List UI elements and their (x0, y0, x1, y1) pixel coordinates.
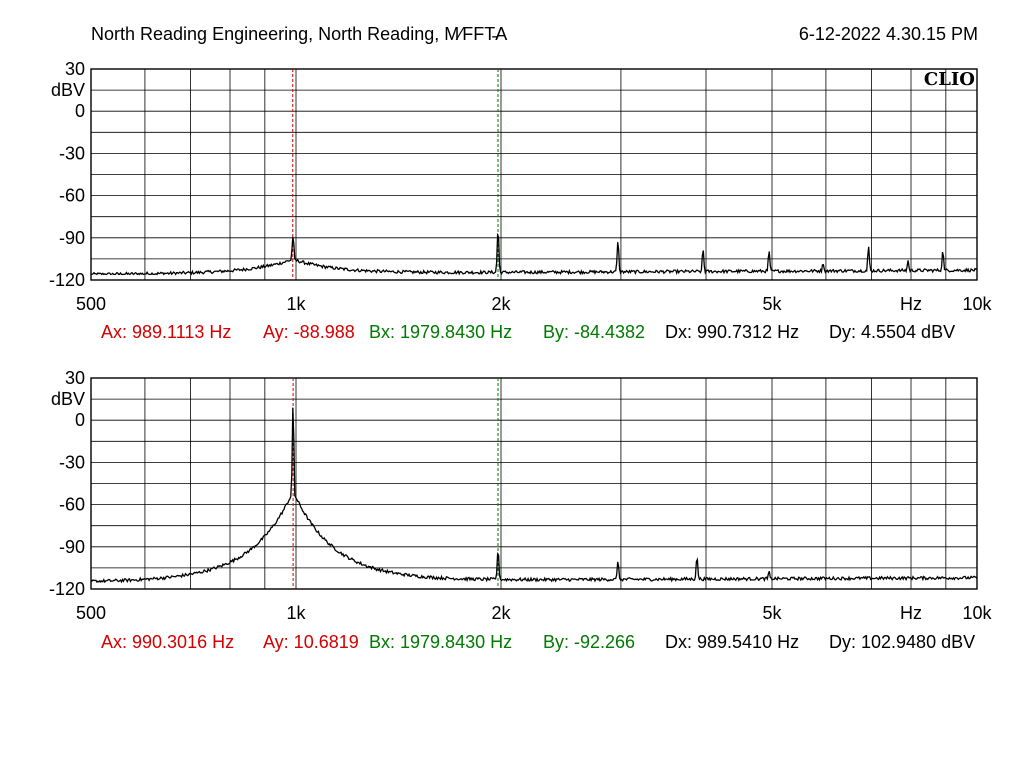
x-tick-label: 1k (286, 603, 306, 623)
readout-by: By: -84.4382 (543, 322, 645, 342)
readout-dx: Dx: 990.7312 Hz (665, 322, 799, 342)
x-tick-label: 500 (76, 294, 106, 314)
readout-ay: Ay: 10.6819 (263, 632, 359, 652)
y-axis-unit: dBV (51, 80, 85, 100)
clio-logo: CLIO (924, 69, 975, 90)
x-tick-label: 10k (962, 294, 992, 314)
readout-ax: Ax: 989.1113 Hz (101, 322, 231, 342)
y-tick-label: 0 (75, 101, 85, 121)
readout-ay: Ay: -88.988 (263, 322, 355, 342)
y-tick-label: -120 (49, 270, 85, 290)
x-tick-label: 10k (962, 603, 992, 623)
y-tick-label: 30 (65, 59, 85, 79)
header-timestamp: 6-12-2022 4.30.15 PM (798, 24, 978, 44)
x-tick-label: 5k (762, 603, 782, 623)
readout-by: By: -92.266 (543, 632, 635, 652)
y-tick-label: -30 (59, 143, 85, 163)
plot-frame (90, 377, 978, 590)
x-tick-label: 2k (491, 294, 511, 314)
x-tick-label: 1k (286, 294, 306, 314)
y-tick-label: -60 (59, 495, 85, 515)
readout-bx: Bx: 1979.8430 Hz (369, 632, 512, 652)
x-tick-label: 500 (76, 603, 106, 623)
readout-dx: Dx: 989.5410 Hz (665, 632, 799, 652)
x-tick-label: 5k (762, 294, 782, 314)
y-tick-label: -90 (59, 537, 85, 557)
readout-dy: Dy: 4.5504 dBV (829, 322, 955, 342)
plot-frame (90, 68, 978, 281)
readout-ax: Ax: 990.3016 Hz (101, 632, 234, 652)
y-tick-label: 30 (65, 368, 85, 388)
y-tick-label: -60 (59, 186, 85, 206)
x-tick-label: Hz (900, 294, 922, 314)
header-title: North Reading Engineering, North Reading… (91, 24, 508, 44)
chart-top (90, 68, 978, 281)
y-axis-unit: dBV (51, 389, 85, 409)
chart-bottom (90, 377, 978, 590)
spectrum-trace (90, 407, 978, 584)
readout-dy: Dy: 102.9480 dBV (829, 632, 975, 652)
readout-bx: Bx: 1979.8430 Hz (369, 322, 512, 342)
spectrum-trace (90, 232, 978, 276)
y-tick-label: -90 (59, 228, 85, 248)
y-tick-label: 0 (75, 410, 85, 430)
y-tick-label: -120 (49, 579, 85, 599)
x-tick-label: Hz (900, 603, 922, 623)
y-tick-label: -30 (59, 452, 85, 472)
x-tick-label: 2k (491, 603, 511, 623)
